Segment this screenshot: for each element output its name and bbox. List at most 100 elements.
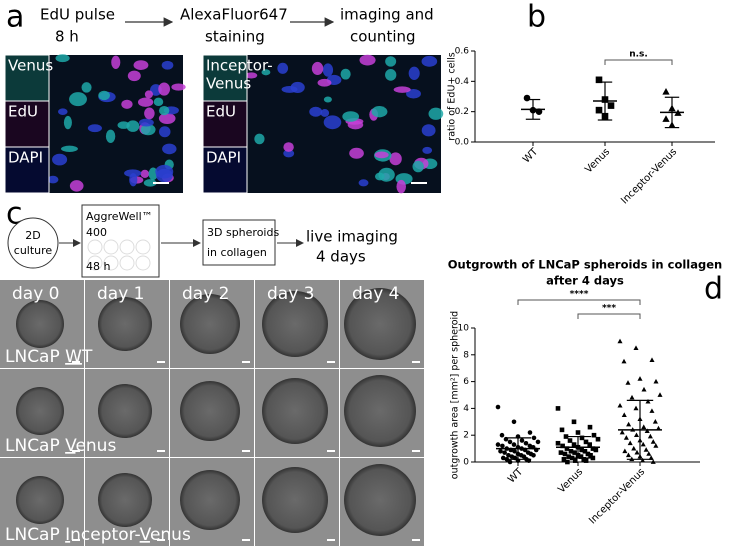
data-point [633,345,639,350]
data-point [590,446,596,451]
cell [121,99,133,109]
cell [153,97,164,107]
cell [323,96,332,103]
cell [69,92,87,107]
cell [61,145,78,152]
data-point [588,453,593,458]
step-text: 3D spheroids [207,226,279,239]
significance-bracket [604,59,673,65]
image-label: Inceptor- [206,57,273,75]
data-point [565,459,570,465]
data-point [582,448,588,454]
cell [137,97,154,107]
step-text: counting [350,28,416,46]
channel-inset [202,54,248,102]
data-point [644,428,650,434]
data-point [566,454,572,459]
data-point [662,87,670,95]
data-point [640,457,646,463]
chart-title: Outgrowth of LNCaP spheroids in collagen [448,258,722,272]
cell [421,55,438,67]
row-label-part: LNCaP [5,436,65,456]
data-point [641,424,647,429]
spheroid [262,378,328,444]
channel-inset [4,146,50,194]
data-point [646,451,652,456]
significance-label: n.s. [629,50,648,60]
cell [161,60,174,70]
data-point [626,421,632,427]
spheroid [98,297,152,351]
cell [105,129,116,143]
data-point [607,102,615,109]
data-point [583,439,589,445]
x-tick-label: Venus [556,466,585,495]
step-text: staining [205,28,265,46]
panel-label: b [527,0,546,35]
spheroid [98,473,152,527]
data-point [633,432,640,438]
significance-bracket [577,313,641,319]
data-point [585,451,591,457]
step-text: 8 h [55,28,79,46]
x-tick-label: WT [521,146,541,166]
channel-inset [202,100,248,148]
cell [277,62,289,74]
step-text: AlexaFluor647 [180,6,288,24]
cell [323,115,342,130]
image-label: Venus [8,57,53,75]
cell [144,90,153,99]
significance-label: *** [602,304,616,314]
data-point [653,378,659,384]
row-label-part: V [140,525,152,545]
data-point [567,438,573,443]
spheroid [180,294,240,354]
data-point [568,448,574,454]
cell [158,82,171,96]
data-point [495,442,501,447]
data-point [555,440,561,446]
data-point [587,424,593,430]
data-point [572,458,578,463]
y-tick-label: 10 [458,324,470,334]
spheroid [16,300,64,348]
panel-label: d [704,272,723,307]
data-point [647,433,653,439]
cell [69,180,84,192]
cell [162,143,177,155]
data-point [583,458,589,463]
data-point [500,455,506,461]
data-point [657,392,663,397]
data-point [645,398,651,404]
row-label-part: I [65,525,70,545]
row-label-part: nceptor- [70,525,140,545]
data-point [643,447,649,452]
step-text: EdU pulse [40,6,115,24]
cell [261,69,271,76]
spheroid [16,387,64,435]
cell [144,107,155,120]
data-point [595,106,603,114]
data-point [571,442,577,447]
data-point [650,439,656,444]
cell [396,179,406,194]
cell [140,124,156,136]
cell [385,56,397,67]
cell [349,147,364,159]
step-text: 400 [86,226,107,239]
row-label-part: enus [150,525,191,545]
row-label-part: LNCaP [5,525,65,545]
data-point [564,446,570,451]
data-point [640,441,646,447]
channel-inset [202,146,248,194]
data-point [559,427,565,433]
cell [317,78,332,87]
data-point [498,448,503,454]
data-point [617,402,623,408]
day-label: day 2 [182,284,230,304]
row-label: LNCaP Inceptor-Venus [5,525,191,545]
data-point [500,443,505,449]
data-point [575,430,581,435]
data-point [507,439,513,445]
